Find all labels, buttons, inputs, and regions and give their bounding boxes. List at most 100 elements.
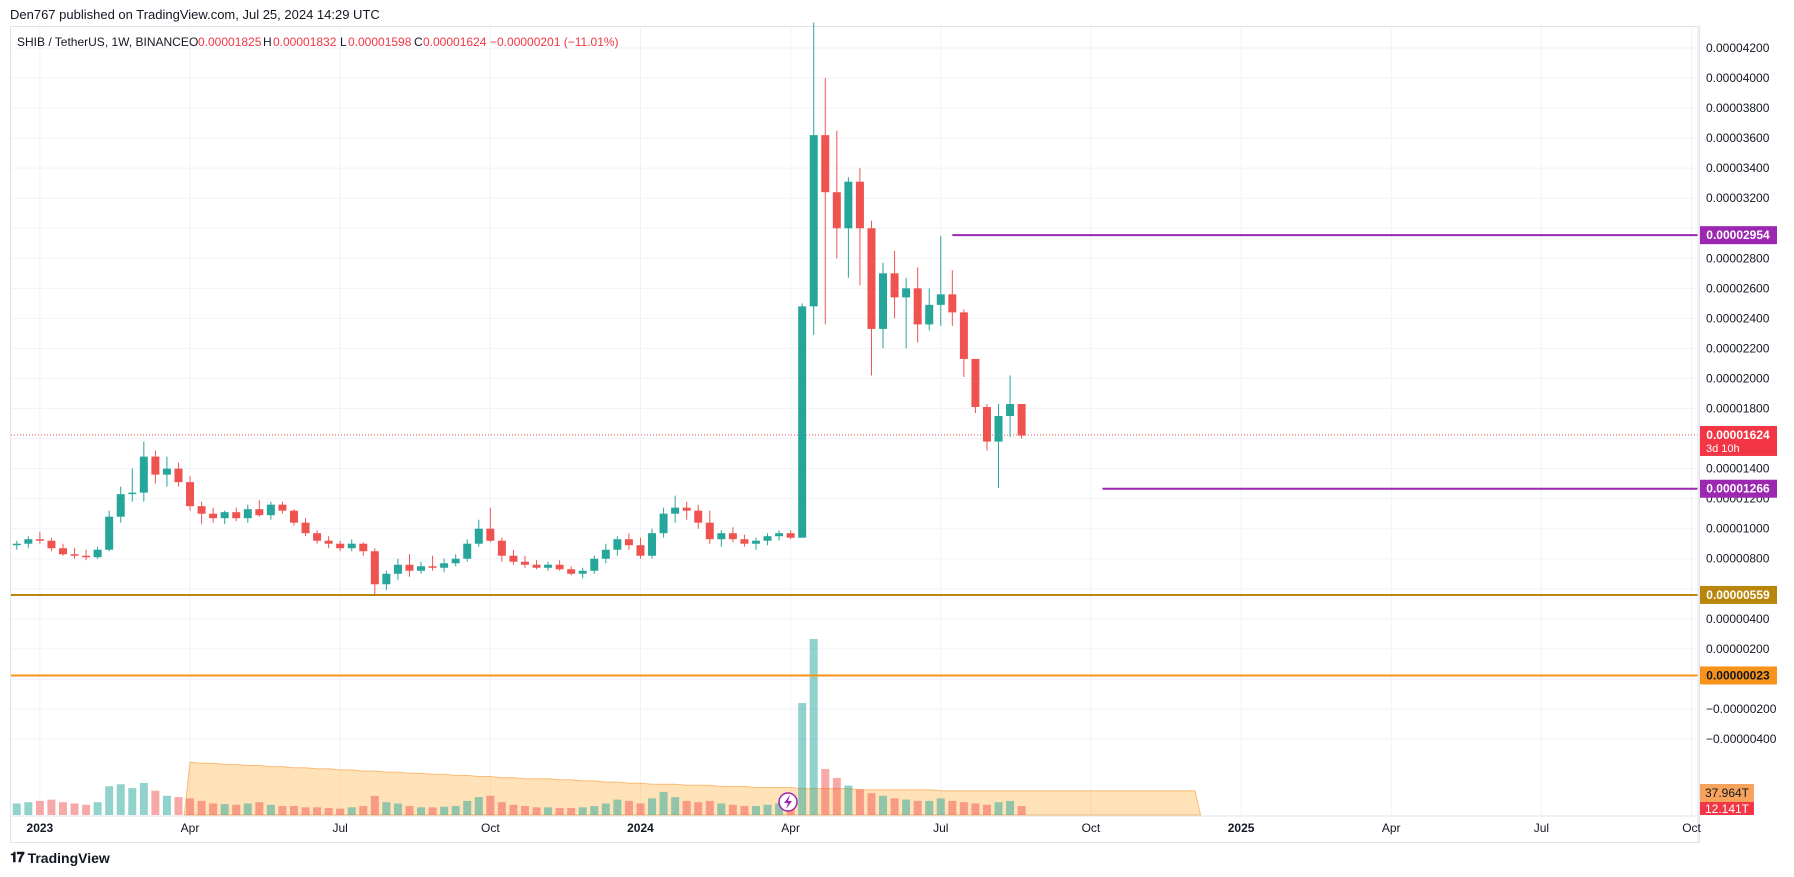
legend-high-value: 0.00001832	[273, 35, 337, 49]
candle-body	[994, 416, 1003, 442]
candle-body	[520, 561, 529, 565]
chart-frame[interactable]	[10, 26, 1700, 843]
candle-body	[405, 564, 414, 571]
volume-bar	[544, 807, 553, 815]
candle-body	[694, 510, 703, 523]
volume-bar	[12, 803, 21, 815]
current-price-label: 0.00001624	[1706, 428, 1770, 442]
volume-bar	[751, 806, 760, 815]
candle-body	[648, 533, 657, 556]
volume-bar	[994, 802, 1003, 815]
candle-body	[936, 294, 945, 305]
volume-bar	[139, 783, 148, 815]
candle-body	[82, 555, 91, 558]
candle-body	[301, 522, 310, 534]
candle-body	[567, 569, 576, 574]
candle-body	[486, 528, 495, 541]
volume-bar	[855, 789, 864, 815]
legend-close-label: C	[414, 35, 423, 49]
volume-bar	[405, 806, 414, 815]
candle-body	[809, 135, 818, 307]
candle-body	[370, 551, 379, 585]
y-tick-label: 0.00001800	[1706, 402, 1770, 416]
volume-bar	[867, 793, 876, 815]
volume-bar	[717, 803, 726, 815]
level-price-tag	[1700, 479, 1777, 498]
volume-ma-label: 37.964T	[1705, 786, 1750, 800]
x-tick-label: Oct	[1682, 821, 1701, 835]
legend-low-label: L	[340, 35, 347, 49]
volume-bar	[601, 803, 610, 815]
volume-bar	[694, 802, 703, 815]
candle-body	[705, 522, 714, 540]
candle-body	[359, 543, 368, 552]
tradingview-logo[interactable]: 𝟏𝟕 TradingView	[10, 849, 110, 866]
volume-bar	[682, 800, 691, 815]
candle-body	[243, 509, 252, 519]
volume-tag	[1700, 802, 1754, 815]
candle-body	[902, 288, 911, 298]
lightning-icon[interactable]	[778, 792, 798, 812]
y-tick-label: 0.00000200	[1706, 642, 1770, 656]
volume-bar	[243, 803, 252, 815]
candle-body	[682, 507, 691, 511]
volume-bar	[659, 791, 668, 815]
candle-body	[347, 543, 356, 549]
level-price-tag	[1700, 666, 1777, 685]
x-tick-label: Apr	[181, 821, 200, 835]
volume-label: 12.141T	[1705, 802, 1750, 816]
candle-body	[417, 566, 426, 571]
candle-body	[451, 558, 460, 564]
level-price-tag	[1700, 585, 1777, 604]
volume-ma-area	[183, 761, 1202, 816]
candle-body	[867, 228, 876, 329]
volume-bar	[47, 799, 56, 815]
candle-body	[497, 540, 506, 556]
volume-bar	[209, 803, 218, 815]
legend-symbol: SHIB / TetherUS, 1W, BINANCE	[17, 35, 189, 49]
y-tick-label: 0.00001400	[1706, 462, 1770, 476]
level-price-label: 0.00000559	[1706, 588, 1770, 602]
volume-bar	[763, 804, 772, 815]
candle-body	[786, 533, 795, 538]
price-axis[interactable]: 0.00004200 0.00004000 0.00003800 0.00003600…	[1697, 27, 1777, 843]
volume-bar	[1017, 806, 1026, 815]
volume-bar	[197, 800, 206, 815]
time-axis[interactable]: 2023AprJulOct2024AprJulOct2025AprJulOct2…	[11, 815, 1794, 835]
y-tick-label: 0.00004200	[1706, 41, 1770, 55]
legend-change: −0.00000201 (−11.01%)	[490, 35, 619, 49]
candle-body	[948, 294, 957, 313]
y-tick-label: 0.00002000	[1706, 371, 1770, 385]
volume-bar	[879, 795, 888, 815]
candle-body	[266, 504, 275, 516]
candle-body	[174, 468, 183, 483]
candle-body	[474, 528, 483, 544]
y-tick-label: 0.00002200	[1706, 341, 1770, 355]
volume-bar	[336, 808, 345, 815]
legend-low-value: 0.00001598	[348, 35, 412, 49]
volume-bar	[740, 806, 749, 815]
x-tick-label: Jul	[1534, 821, 1549, 835]
volume-bar	[451, 806, 460, 815]
tradingview-logo-icon: 𝟏𝟕	[10, 849, 25, 865]
y-tick-label: 0.00003800	[1706, 101, 1770, 115]
y-tick-label: −0.00000200	[1706, 702, 1777, 716]
volume-bar	[463, 800, 472, 815]
volume-bar	[509, 804, 518, 815]
volume-bar	[232, 804, 241, 815]
volume-bar	[936, 798, 945, 815]
candle-body	[105, 516, 114, 550]
y-tick-label: 0.00003200	[1706, 191, 1770, 205]
volume-bar	[70, 803, 79, 815]
candle-body	[740, 539, 749, 544]
candle-body	[601, 549, 610, 559]
y-tick-label: 0.00002400	[1706, 311, 1770, 325]
x-tick-label: 2025	[1228, 821, 1255, 835]
volume-bar	[382, 802, 391, 815]
x-tick-label: 2024	[627, 821, 654, 835]
candle-body	[578, 570, 587, 574]
candle-body	[186, 482, 195, 507]
candles	[12, 22, 1026, 595]
volume-bar	[555, 807, 564, 815]
